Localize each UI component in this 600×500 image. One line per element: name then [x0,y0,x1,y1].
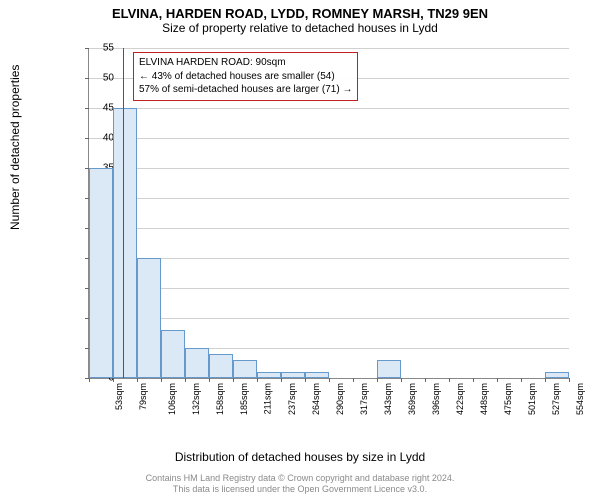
x-tick-mark [137,378,138,382]
x-tick-mark [329,378,330,382]
x-tick-mark [521,378,522,382]
x-tick-label: 501sqm [527,383,537,415]
x-tick-mark [161,378,162,382]
x-tick-mark [185,378,186,382]
x-tick-mark [233,378,234,382]
histogram-bar [281,372,305,378]
x-tick-label: 290sqm [335,383,345,415]
y-tick-label: 40 [84,133,114,144]
grid-line [89,198,569,199]
histogram-bar [305,372,330,378]
histogram-bar [89,168,113,378]
histogram-bar [137,258,161,378]
histogram-bar [209,354,233,378]
x-tick-mark [449,378,450,382]
grid-line [89,138,569,139]
x-tick-mark [401,378,402,382]
chart-container: 0510152025303540455055 ELVINA HARDEN ROA… [58,48,568,418]
histogram-bar [545,372,569,378]
x-tick-label: 132sqm [191,383,201,415]
histogram-bar [161,330,185,378]
annotation-line2: ← 43% of detached houses are smaller (54… [139,70,352,84]
x-tick-mark [569,378,570,382]
x-tick-mark [113,378,114,382]
x-tick-mark [545,378,546,382]
histogram-bar [377,360,402,378]
x-tick-label: 422sqm [455,383,465,415]
plot-area: 0510152025303540455055 ELVINA HARDEN ROA… [88,48,569,379]
grid-line [89,168,569,169]
y-tick-label: 55 [84,43,114,54]
y-tick-label: 50 [84,73,114,84]
x-tick-label: 106sqm [167,383,177,415]
grid-line [89,318,569,319]
histogram-bar [257,372,282,378]
x-tick-label: 211sqm [262,383,272,414]
x-tick-label: 369sqm [407,383,417,415]
x-axis-label: Distribution of detached houses by size … [0,450,600,464]
x-tick-label: 79sqm [138,383,148,410]
footer-line2: This data is licensed under the Open Gov… [20,484,580,496]
annotation-line3: 57% of semi-detached houses are larger (… [139,83,352,97]
annotation-line1: ELVINA HARDEN ROAD: 90sqm [139,56,352,70]
annotation-box: ELVINA HARDEN ROAD: 90sqm ← 43% of detac… [133,52,358,101]
x-tick-label: 264sqm [311,383,321,415]
property-marker-line [123,48,124,378]
x-tick-mark [209,378,210,382]
x-tick-label: 53sqm [114,383,124,410]
chart-title-sub: Size of property relative to detached ho… [0,21,600,39]
y-tick-label: 45 [84,103,114,114]
x-tick-label: 343sqm [383,383,393,415]
histogram-bar [113,108,138,378]
x-tick-label: 317sqm [359,383,369,415]
x-tick-mark [377,378,378,382]
x-tick-label: 185sqm [239,383,249,415]
x-tick-label: 237sqm [287,383,297,415]
histogram-bar [233,360,257,378]
x-tick-mark [473,378,474,382]
x-tick-mark [281,378,282,382]
x-tick-mark [353,378,354,382]
grid-line [89,288,569,289]
x-tick-label: 554sqm [575,383,585,415]
x-tick-mark [425,378,426,382]
x-tick-mark [497,378,498,382]
histogram-bar [185,348,210,378]
x-tick-mark [89,378,90,382]
footer-line1: Contains HM Land Registry data © Crown c… [20,473,580,485]
x-tick-mark [257,378,258,382]
y-axis-label: Number of detached properties [8,65,22,230]
x-tick-label: 475sqm [503,383,513,415]
footer-attribution: Contains HM Land Registry data © Crown c… [20,473,580,496]
x-tick-label: 448sqm [479,383,489,415]
x-tick-label: 527sqm [551,383,561,415]
grid-line [89,258,569,259]
x-tick-mark [305,378,306,382]
grid-line [89,108,569,109]
chart-title-main: ELVINA, HARDEN ROAD, LYDD, ROMNEY MARSH,… [0,0,600,21]
grid-line [89,228,569,229]
x-tick-label: 396sqm [431,383,441,415]
grid-line [89,48,569,49]
x-tick-label: 158sqm [215,383,225,415]
